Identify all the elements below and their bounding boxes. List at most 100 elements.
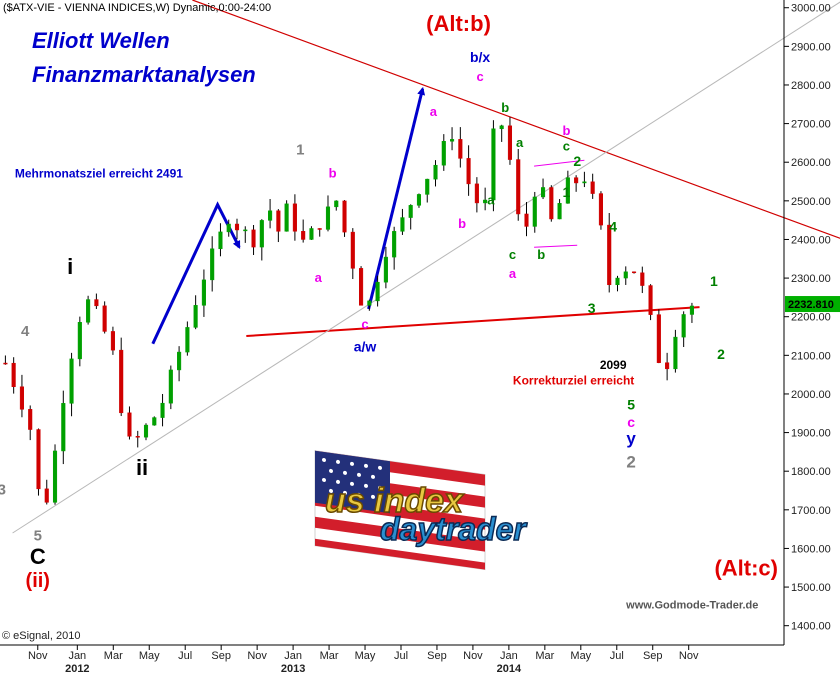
y-tick-label: 2700.00 (791, 119, 831, 131)
wave-label: (ii) (26, 570, 50, 592)
wave-label: b (329, 166, 337, 181)
candle-body (69, 358, 74, 404)
wave-label: a (430, 104, 438, 119)
x-tick-label: Mar (320, 650, 339, 662)
wave-label: c (563, 139, 570, 154)
wave-label: www.Godmode-Trader.de (625, 599, 758, 611)
chart-title-line2: Finanzmarktanalysen (32, 62, 256, 87)
candle-body (466, 158, 471, 185)
wave-label: 2 (717, 346, 725, 362)
candle-body (640, 272, 645, 286)
wave-annotations: (Alt:b) (Alt:c) Mehrmonatsziel erreicht 24… (0, 11, 778, 611)
candle-body (433, 164, 438, 180)
candle-body (532, 196, 537, 227)
last-price-marker: 2232.810 (785, 296, 840, 313)
candle-body (143, 424, 149, 438)
x-year-label: 2013 (281, 663, 305, 675)
candle-body (317, 228, 322, 230)
candle-body (119, 349, 124, 414)
x-tick-label: Nov (247, 650, 267, 662)
candle-body (408, 205, 413, 218)
candle-body (243, 229, 248, 232)
candle-body (292, 203, 297, 232)
candle-body (251, 229, 256, 248)
candle-body (193, 305, 198, 328)
wave-label: 1 (563, 184, 571, 200)
candle-body (86, 299, 91, 323)
y-tick-label: 2600.00 (791, 157, 831, 169)
wave-label: a/w (354, 338, 377, 354)
wave-label: 4 (609, 219, 617, 235)
candle-body (416, 194, 422, 206)
candle-body (656, 314, 661, 363)
chart-title-line1: Elliott Wellen (32, 28, 170, 53)
candle-body (309, 228, 314, 240)
wave-label: c (361, 316, 368, 331)
line-resistance (192, 0, 840, 239)
y-tick-label: 2500.00 (791, 196, 831, 208)
candle-body (226, 223, 231, 233)
x-tick-label: Mar (104, 650, 123, 662)
candle-body (301, 231, 306, 240)
candle-body (52, 450, 58, 503)
candle-body (441, 141, 446, 166)
wave-label: a (509, 266, 517, 281)
line-channel (12, 1, 840, 534)
x-tick-label: May (139, 650, 160, 662)
candle-body (665, 362, 670, 370)
candle-body (350, 231, 355, 269)
candle-body (623, 271, 628, 279)
copyright-text: © eSignal, 2010 (2, 630, 80, 642)
wave-label: b (562, 123, 570, 138)
wave-label: b (537, 247, 545, 262)
candle-body (94, 299, 99, 307)
wave-label: 2 (573, 153, 581, 169)
candle-body (367, 300, 372, 306)
candle-body (590, 181, 595, 194)
wave-label: 1 (296, 141, 304, 158)
candle-body (259, 220, 264, 248)
wave-label: 1 (710, 273, 718, 289)
wave-label: Mehrmonatsziel erreicht 2491 (15, 167, 183, 181)
wave-label: i (67, 254, 73, 279)
candle-body (284, 203, 289, 232)
logo-text-daytrader: daytrader (380, 511, 527, 547)
y-tick-label: 2200.00 (791, 312, 831, 324)
y-tick-label: 2800.00 (791, 80, 831, 92)
candle-body (342, 200, 347, 233)
candle-body (582, 181, 587, 184)
candle-body (450, 139, 455, 142)
candle-body (673, 336, 678, 370)
candle-body (77, 322, 82, 360)
x-tick-label: May (355, 650, 376, 662)
candle-body (400, 217, 405, 232)
x-year-label: 2012 (65, 663, 89, 675)
candle-body (185, 327, 190, 353)
candle-body (607, 224, 612, 286)
x-axis: Nov Jan Mar May Jul Sep Nov Jan Mar May Jul Sep Nov J… (28, 645, 699, 675)
line-arrow1 (151, 201, 241, 345)
candle-body (334, 200, 339, 208)
y-tick-label: 1600.00 (791, 543, 831, 555)
y-tick-label: 3000.00 (791, 3, 831, 15)
wave-label: c (509, 247, 516, 262)
wave-label: Korrekturziel erreicht (513, 373, 634, 387)
candle-body (557, 203, 562, 220)
wave-label: c (627, 414, 635, 430)
candle-body (152, 417, 157, 426)
candle-body (681, 314, 686, 338)
candle-body (177, 351, 182, 371)
candle-body (102, 305, 107, 332)
candle-body (540, 187, 546, 198)
y-axis: 1400.00 1500.00 1600.00 1700.00 1800.00 1900.… (784, 3, 831, 633)
wave-label: 2 (626, 452, 635, 471)
candle-body (168, 369, 173, 404)
x-tick-label: Mar (535, 650, 554, 662)
trend-lines (12, 0, 840, 534)
x-tick-label: Jan (500, 650, 518, 662)
candle-body (325, 206, 331, 230)
candle-body (44, 488, 49, 503)
y-tick-label: 2900.00 (791, 41, 831, 53)
candle-body (11, 362, 16, 387)
